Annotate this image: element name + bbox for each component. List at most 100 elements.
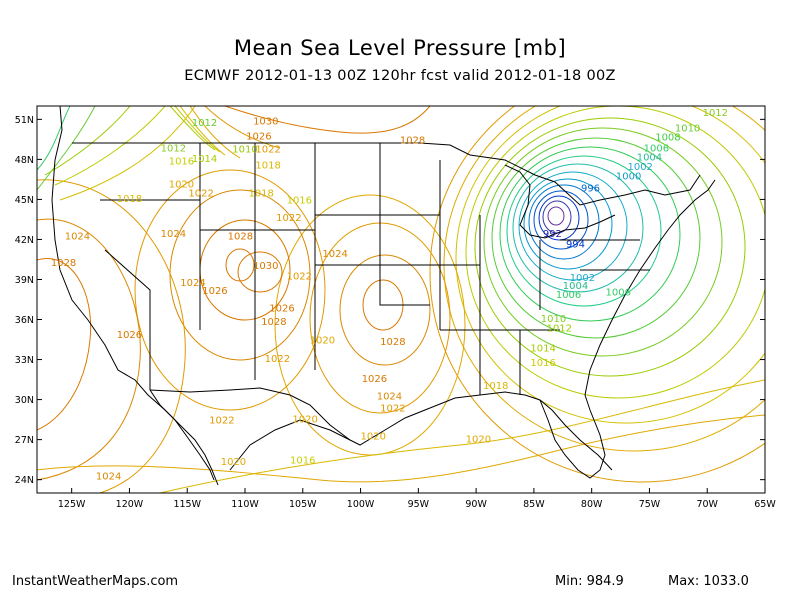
isobar [169,106,216,151]
isobar [134,169,326,411]
isobar-label: 1022 [255,145,280,156]
isobar-label: 1030 [253,117,278,128]
isobar-label: 994 [566,239,585,250]
isobar-label: 1012 [161,143,186,154]
isobar-label: 1022 [188,189,213,200]
isobar-label: 1016 [169,157,194,168]
gulf-coastline [229,391,613,471]
isobar-label: 1028 [51,258,76,269]
lon-tick-label: 125W [58,499,86,510]
isobar-label: 1018 [248,189,273,200]
lat-tick-label: 48N [15,155,34,166]
isobar-label: 1024 [180,278,205,289]
isobar [483,127,723,357]
isobar-label: 1024 [377,392,402,403]
isobar-label: 1028 [261,317,286,328]
isobar [499,146,681,322]
lat-tick-label: 33N [15,355,34,366]
map-title: Mean Sea Level Pressure [mb] [233,36,567,60]
min-value: Min: 984.9 [555,574,624,589]
lon-tick-label: 105W [289,499,317,510]
isobar-label: 1006 [644,143,669,154]
lat-tick-label: 30N [15,395,34,406]
isobar [465,106,765,399]
lon-tick-label: 85W [523,499,545,510]
isobar-label: 1030 [253,261,278,272]
isobar-label: 1012 [192,118,217,129]
isobar-label: 1022 [265,354,290,365]
isobar-label: 1010 [541,314,566,325]
isobar [339,254,431,366]
lon-tick-label: 90W [465,499,487,510]
isobar-label: 1020 [169,179,194,190]
lat-tick-label: 45N [15,195,34,206]
isobar-label: 1000 [616,171,641,182]
isobar-label: 1020 [292,414,317,425]
isobar-label: 1020 [310,336,335,347]
isobar-label: 992 [543,229,562,240]
state-line [379,143,430,306]
isobar-label: 1022 [287,271,312,282]
isobar-label: 1004 [637,153,662,164]
west-coastline [51,106,219,486]
isobar [224,106,431,134]
isobar-label: 1014 [530,344,555,355]
isobar-label: 1016 [290,456,315,467]
isobar-label: 1002 [570,273,595,284]
isobar-label: 1020 [221,457,246,468]
canada-border [72,142,701,206]
lon-tick-label: 75W [639,499,661,510]
map-background [37,106,765,493]
isobar [37,258,92,431]
isobar-label: 1014 [192,154,217,165]
lat-tick-label: 24N [15,475,34,486]
isobar [429,106,765,483]
isobar-label: 1016 [287,195,312,206]
lat-tick-label: 36N [15,315,34,326]
isobar-label: 1018 [483,381,508,392]
lat-tick-label: 42N [15,235,34,246]
map-frame [36,105,766,494]
great-lakes [504,164,616,239]
isobar-label: 1028 [380,337,405,348]
isobar-label: 1026 [246,131,271,142]
isobar [518,171,628,281]
isobar-label: 1022 [209,416,234,427]
isobar-label: 1006 [556,290,581,301]
state-line [104,249,151,390]
isobar [547,206,565,226]
isobar-label: 1020 [361,432,386,443]
isobar [533,190,589,250]
isobar-label: 1012 [703,108,728,119]
isobar [37,218,141,481]
isobar [506,155,662,307]
baja-peninsula [149,389,215,481]
lon-tick-label: 95W [408,499,430,510]
isobar-label: 1028 [228,231,253,242]
mexico-border [149,387,351,441]
isobar-label: 1008 [655,133,680,144]
isobar-label: 1018 [255,161,280,172]
isobar-label: 1004 [563,281,588,292]
isobar-label: 1024 [96,472,121,483]
isobar-label: 1010 [232,145,257,156]
isobar-label: 1006 [606,287,631,298]
map-subtitle: ECMWF 2012-01-13 00Z 120hr fcst valid 20… [184,68,616,84]
isobar-label: 1012 [547,324,572,335]
isobar [474,117,746,377]
isobar [523,178,613,270]
isobar [169,189,311,361]
lon-tick-label: 100W [347,499,375,510]
isobar-label: 1024 [322,249,347,260]
isobar-label: 1026 [117,330,142,341]
isobar-label: 1026 [202,286,227,297]
isobar-label: 1026 [269,304,294,315]
east-coastline [584,179,716,396]
isobar [538,195,580,241]
isobar-label: 1022 [276,213,301,224]
isobar-label: 1024 [161,229,186,240]
site-credit: InstantWeatherMaps.com [12,574,179,589]
isobar-label: 1020 [466,434,491,445]
isobar-label: 1010 [675,123,700,134]
